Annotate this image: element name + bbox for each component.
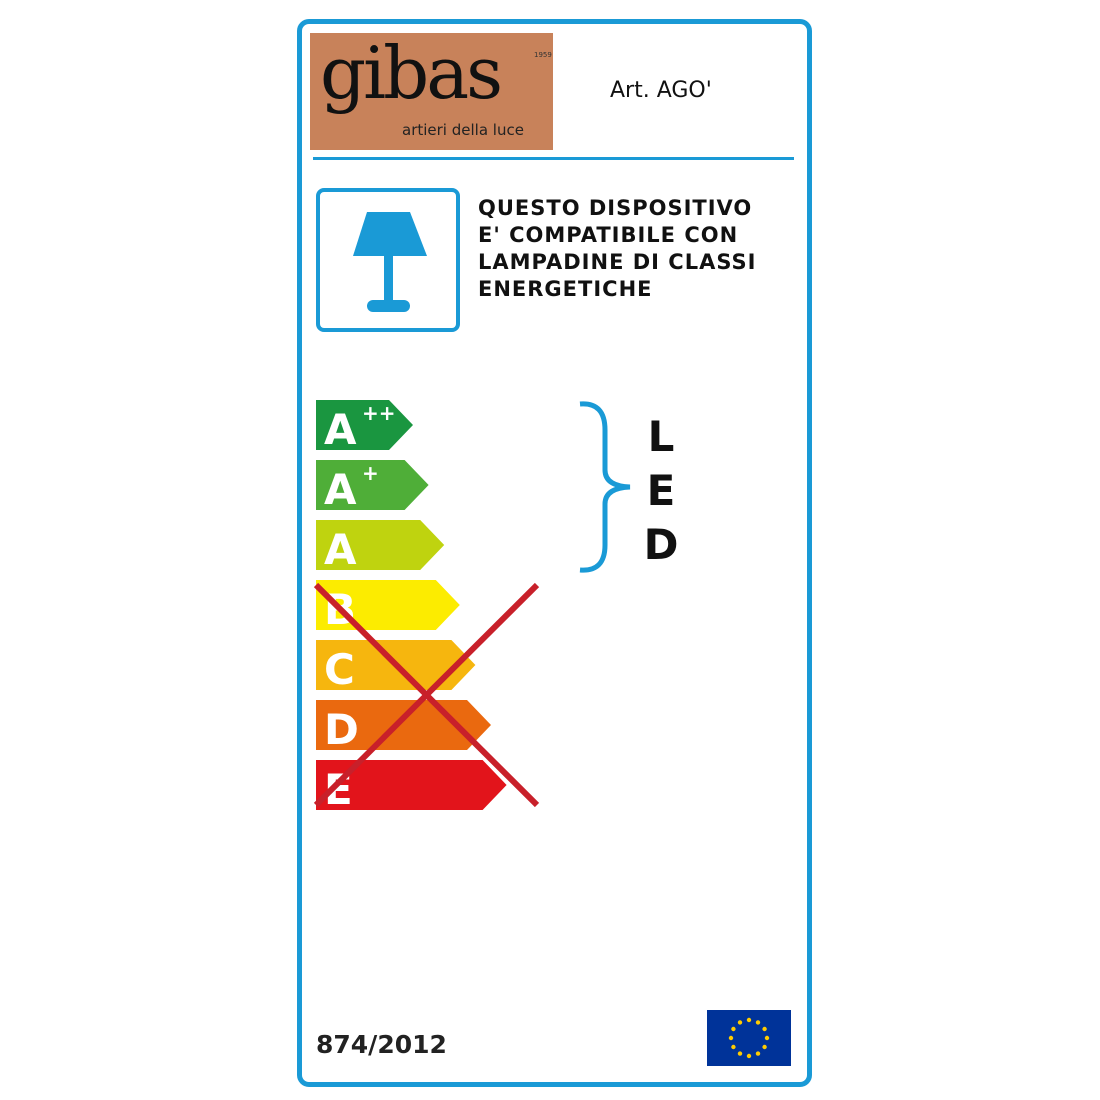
star-icon	[746, 1053, 752, 1059]
gibas-logo: gibas 1959 artieri della luce	[310, 33, 553, 150]
star-icon	[731, 1026, 736, 1032]
energy-class-label: C	[324, 645, 355, 694]
star-icon	[737, 1051, 743, 1056]
compatibility-text: QUESTO DISPOSITIVO E' COMPATIBILE CON LA…	[478, 195, 756, 303]
star-icon	[737, 1020, 743, 1025]
article-name: Art. AGO'	[610, 78, 712, 103]
star-icon	[728, 1035, 734, 1041]
table-lamp-icon	[316, 188, 460, 332]
compat-line: ENERGETICHE	[478, 277, 653, 301]
energy-class-label: A	[324, 405, 357, 454]
star-icon	[762, 1044, 767, 1050]
compat-line: QUESTO DISPOSITIVO	[478, 196, 753, 220]
star-icon	[755, 1020, 761, 1025]
logo-year: 1959	[534, 51, 552, 59]
star-icon	[762, 1026, 767, 1032]
energy-class-bar	[316, 760, 507, 810]
energy-class-label: A	[324, 465, 357, 514]
brace-icon	[579, 401, 631, 573]
energy-class-sup: ++	[362, 401, 396, 425]
divider	[313, 157, 794, 160]
energy-class-bar	[316, 460, 429, 510]
energy-class-label: A	[324, 525, 357, 574]
eu-flag-icon	[707, 1010, 791, 1066]
energy-class-label: D	[324, 705, 359, 754]
led-letter: E	[646, 466, 676, 515]
energy-class-bar	[316, 400, 413, 450]
led-label: L E D	[641, 410, 681, 572]
led-letter: L	[647, 412, 675, 461]
cross-line	[313, 582, 540, 808]
logo-tagline: artieri della luce	[402, 121, 524, 139]
regulation-number: 874/2012	[316, 1030, 447, 1059]
star-icon	[731, 1044, 736, 1050]
star-icon	[764, 1035, 770, 1041]
compat-line: E' COMPATIBILE CON	[478, 223, 739, 247]
logo-name: gibas	[320, 31, 503, 115]
compat-line: LAMPADINE DI CLASSI	[478, 250, 757, 274]
star-icon	[755, 1051, 761, 1056]
energy-class-sup: +	[362, 461, 379, 485]
led-letter: D	[643, 520, 679, 569]
star-icon	[746, 1017, 752, 1023]
energy-class-bar	[316, 520, 445, 570]
label-frame	[297, 19, 812, 1087]
